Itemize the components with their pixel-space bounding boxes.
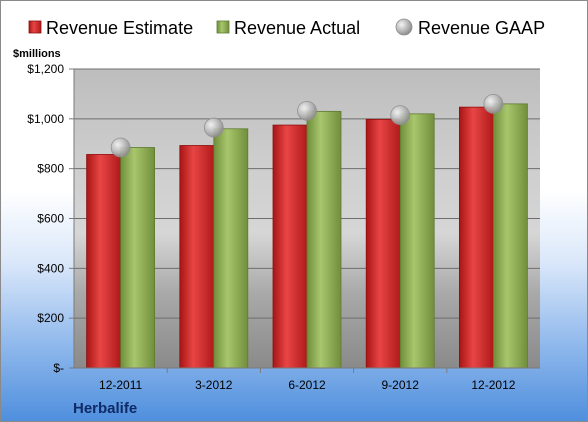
legend-label: Revenue Actual bbox=[234, 18, 360, 38]
gaap-marker bbox=[297, 100, 317, 121]
y-tick-label: $1,000 bbox=[27, 112, 64, 126]
y-tick-label: $- bbox=[53, 361, 64, 375]
legend-label: Revenue GAAP bbox=[418, 18, 545, 38]
gaap-marker bbox=[110, 137, 131, 158]
actual-bar bbox=[399, 113, 435, 369]
gaap-marker bbox=[203, 117, 224, 138]
estimate-bar bbox=[179, 145, 215, 369]
actual-bar bbox=[120, 147, 155, 369]
y-tick-label: $600 bbox=[37, 212, 64, 226]
x-axis-ticks: 12-2011 3-2012 6-2012 9-2012 12-2012 bbox=[99, 368, 516, 392]
legend-swatch bbox=[395, 18, 413, 36]
gaap-markers bbox=[110, 93, 504, 158]
estimate-bar bbox=[272, 124, 308, 369]
x-tick-label: 6-2012 bbox=[288, 378, 326, 392]
actual-bar bbox=[492, 103, 528, 369]
y-axis-ticks: $- $200 $400 $600 $800 $1,000 $1,200 bbox=[27, 62, 74, 375]
legend-swatch bbox=[28, 20, 42, 34]
x-tick-label: 9-2012 bbox=[382, 378, 420, 392]
legend-swatch bbox=[216, 20, 230, 34]
estimate-bar bbox=[86, 154, 121, 369]
actual-bar bbox=[306, 110, 342, 369]
y-tick-label: $200 bbox=[37, 311, 64, 325]
y-tick-label: $1,200 bbox=[27, 62, 64, 76]
estimate-bar bbox=[365, 118, 401, 369]
x-tick-label: 12-2011 bbox=[99, 378, 142, 392]
bars bbox=[86, 103, 528, 369]
x-tick-label: 3-2012 bbox=[195, 378, 233, 392]
y-axis-unit-label: $millions bbox=[13, 48, 61, 60]
company-name: Herbalife bbox=[73, 400, 137, 417]
estimate-bar bbox=[458, 106, 494, 369]
actual-bar bbox=[213, 128, 249, 369]
gaap-marker bbox=[390, 105, 411, 125]
chart-legend: Revenue Estimate Revenue Actual Revenue GA… bbox=[28, 18, 545, 38]
gaap-marker bbox=[483, 93, 504, 114]
x-tick-label: 12-2012 bbox=[471, 378, 515, 392]
y-tick-label: $800 bbox=[37, 162, 64, 176]
y-tick-label: $400 bbox=[37, 261, 64, 275]
legend-label: Revenue Estimate bbox=[46, 18, 193, 38]
